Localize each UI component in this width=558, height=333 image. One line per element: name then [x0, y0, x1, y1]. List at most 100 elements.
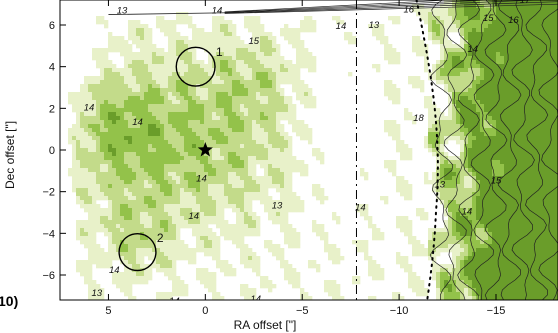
contour-cell	[112, 68, 117, 73]
contour-cell	[132, 192, 137, 197]
contour-cell	[520, 80, 525, 85]
contour-cell	[220, 16, 225, 21]
contour-cell	[460, 64, 465, 69]
contour-cell	[552, 0, 557, 5]
contour-cell	[532, 184, 537, 189]
contour-cell	[232, 132, 237, 137]
contour-cell	[208, 160, 213, 165]
contour-cell	[252, 56, 257, 61]
contour-cell	[492, 228, 497, 233]
contour-cell	[304, 132, 309, 137]
contour-cell	[188, 148, 193, 153]
contour-cell	[144, 220, 149, 225]
contour-cell	[172, 104, 177, 109]
contour-cell	[488, 196, 493, 201]
contour-cell	[456, 212, 461, 217]
contour-cell	[204, 140, 209, 145]
contour-cell	[76, 108, 81, 113]
contour-cell	[552, 196, 557, 201]
contour-cell	[136, 188, 141, 193]
contour-cell	[556, 96, 558, 101]
contour-cell	[284, 224, 289, 229]
contour-cell	[204, 152, 209, 157]
contour-cell	[464, 60, 469, 65]
contour-cell	[124, 96, 129, 101]
contour-cell	[196, 88, 201, 93]
contour-cell	[144, 208, 149, 213]
contour-cell	[496, 140, 501, 145]
contour-cell	[548, 148, 553, 153]
contour-cell	[180, 100, 185, 105]
contour-cell	[180, 160, 185, 165]
contour-cell	[232, 180, 237, 185]
contour-cell	[200, 112, 205, 117]
contour-cell	[556, 4, 558, 9]
contour-cell	[248, 172, 253, 177]
contour-cell	[404, 184, 409, 189]
contour-cell	[396, 92, 401, 97]
contour-cell	[552, 76, 557, 81]
contour-cell	[172, 24, 177, 29]
contour-cell	[552, 32, 557, 37]
contour-cell	[92, 168, 97, 173]
contour-cell	[468, 232, 473, 237]
contour-cell	[348, 36, 353, 41]
contour-cell	[132, 88, 137, 93]
contour-cell	[216, 240, 221, 245]
contour-cell	[160, 48, 165, 53]
contour-cell	[404, 112, 409, 117]
contour-cell	[552, 224, 557, 229]
contour-cell	[340, 20, 345, 25]
contour-cell	[80, 108, 85, 113]
contour-cell	[364, 240, 369, 245]
contour-cell	[184, 160, 189, 165]
contour-cell	[220, 68, 225, 73]
contour-cell	[216, 52, 221, 57]
contour-cell	[144, 104, 149, 109]
contour-cell	[244, 212, 249, 217]
contour-cell	[512, 88, 517, 93]
contour-cell	[240, 180, 245, 185]
contour-cell	[516, 76, 521, 81]
contour-cell	[476, 176, 481, 181]
contour-cell	[212, 92, 217, 97]
contour-cell	[276, 220, 281, 225]
contour-cell	[240, 56, 245, 61]
contour-cell	[524, 20, 529, 25]
contour-cell	[256, 48, 261, 53]
contour-cell	[88, 112, 93, 117]
contour-cell	[480, 164, 485, 169]
contour-cell	[68, 132, 73, 137]
contour-cell	[496, 152, 501, 157]
contour-cell	[452, 44, 457, 49]
contour-cell	[484, 140, 489, 145]
contour-cell	[472, 152, 477, 157]
contour-cell	[416, 212, 421, 217]
contour-cell	[284, 76, 289, 81]
contour-cell	[428, 36, 433, 41]
contour-cell	[120, 204, 125, 209]
contour-cell	[112, 128, 117, 133]
contour-cell	[280, 212, 285, 217]
contour-cell	[84, 124, 89, 129]
contour-cell	[252, 100, 257, 105]
contour-cell	[240, 120, 245, 125]
contour-cell	[96, 124, 101, 129]
contour-cell	[316, 152, 321, 157]
contour-cell	[312, 60, 317, 65]
contour-cell	[220, 128, 225, 133]
contour-cell	[248, 60, 253, 65]
contour-cell	[236, 172, 241, 177]
contour-cell	[452, 132, 457, 137]
contour-cell	[100, 112, 105, 117]
contour-cell	[292, 80, 297, 85]
contour-cell	[132, 76, 137, 81]
contour-cell	[504, 48, 509, 53]
contour-cell	[204, 76, 209, 81]
contour-cell	[548, 204, 553, 209]
contour-cell	[100, 20, 105, 25]
contour-cell	[512, 224, 517, 229]
contour-cell	[252, 180, 257, 185]
contour-cell	[556, 176, 558, 181]
contour-cell	[484, 180, 489, 185]
